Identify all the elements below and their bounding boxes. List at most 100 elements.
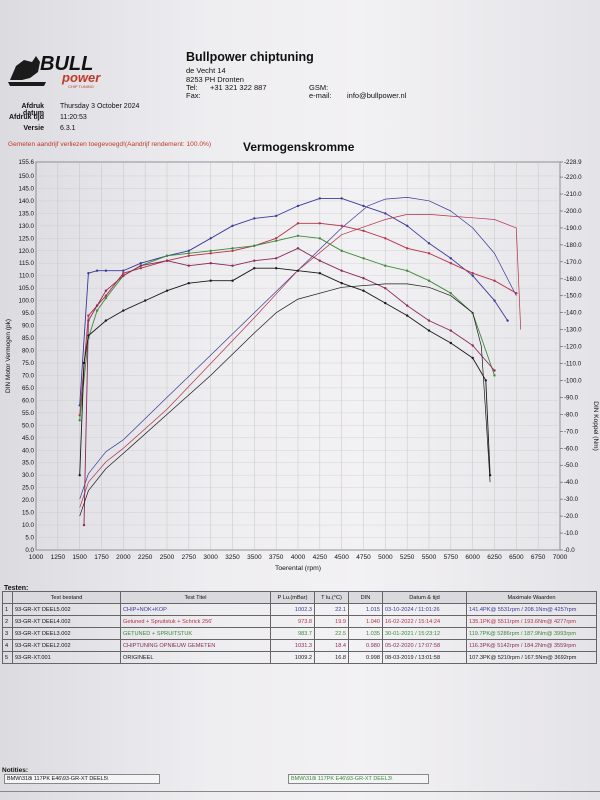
x-tick-label: 6000: [465, 554, 480, 561]
table-cell-p: 983.7: [270, 627, 315, 640]
table-row: 5 93-GR-XT.001 ORIGINEEL 1009.2 16.8 0.998 08-…: [2, 651, 597, 664]
y-left-tick-label: 5.0: [25, 535, 34, 542]
data-point: [104, 289, 108, 292]
data-point: [506, 319, 509, 322]
table-cell-file: 93-GR-XT DEEL5.002: [12, 603, 121, 616]
data-point: [95, 309, 99, 312]
data-point: [318, 272, 321, 275]
col-max: Maximale Waarden: [466, 591, 597, 604]
data-point: [362, 204, 365, 208]
print-date-label: Afdruk datum: [21, 103, 44, 117]
data-point: [449, 292, 452, 295]
data-point: [484, 379, 487, 382]
data-point: [231, 247, 234, 250]
data-point: [471, 274, 474, 277]
table-cell-max: 141.4PK@ 5531rpm / 208.1Nm@ 4257rpm: [466, 603, 597, 616]
y-right-tick-label: -50.0: [564, 462, 579, 469]
data-point: [87, 319, 90, 322]
x-tick-label: 3250: [225, 554, 240, 561]
data-point: [340, 224, 343, 227]
table-cell-t: 22.5: [314, 627, 349, 640]
table-cell-n: 3: [2, 627, 13, 640]
y-left-tick-label: 10.0: [22, 522, 35, 529]
data-point: [104, 269, 108, 272]
data-point: [231, 249, 234, 252]
gsm-label: GSM:: [309, 83, 329, 92]
y-left-tick-label: 115.0: [19, 260, 35, 267]
y-left-tick-label: 125.0: [19, 235, 35, 242]
y-left-tick-label: 150.0: [19, 173, 35, 180]
y-right-tick-label: -170.0: [564, 259, 582, 266]
data-point: [493, 279, 496, 282]
table-cell-date: 03-10-2024 / 11:01:26: [382, 603, 467, 616]
data-point: [165, 289, 169, 292]
data-point: [187, 254, 190, 257]
y-right-tick-label: -10.0: [564, 530, 579, 537]
table-cell-date: 16-02-2022 / 15:14:24: [382, 615, 467, 628]
version-value: 6.3.1: [60, 125, 76, 132]
power-curve-chart: 1000 1250 1500 1750 2000 2250 2500 2750 3000 3250…: [5, 159, 599, 572]
logo-word-bull: BULL: [40, 53, 93, 75]
y-right-tick-label: -180.0: [564, 242, 582, 249]
print-time-value: 11:20:53: [60, 114, 87, 121]
y-right-tick-label: -30.0: [564, 496, 579, 503]
y-right-tick-label: -140.0: [564, 310, 582, 317]
x-axis-label: Toerental (rpm): [275, 565, 321, 572]
data-point: [471, 344, 474, 347]
data-point: [139, 262, 142, 265]
chart-title: Vermogenskromme: [243, 140, 355, 154]
data-point: [340, 249, 343, 252]
data-point: [406, 224, 409, 227]
y-left-tick-label: 120.0: [19, 248, 35, 255]
data-point: [318, 237, 321, 240]
table-cell-title: CHIP+NOK+KOP: [120, 603, 271, 616]
y-left-tick-label: 0.0: [25, 547, 34, 554]
table-cell-n: 1: [2, 603, 13, 616]
y-left-tick-label: 105.0: [19, 285, 35, 292]
data-point: [187, 252, 190, 255]
data-point: [187, 249, 190, 252]
y-left-tick-label: 40.0: [22, 447, 35, 454]
y-right-tick-label: -20.0: [564, 513, 579, 520]
y-left-tick-label: 130.0: [19, 223, 35, 230]
data-point: [384, 237, 387, 240]
x-tick-label: 4000: [291, 554, 306, 561]
table-cell-din: 0.998: [348, 651, 383, 664]
table-cell-p: 1031.3: [270, 639, 315, 652]
data-point: [427, 329, 431, 332]
fax-label: Fax:: [186, 91, 201, 100]
table-cell-p: 973.8: [270, 615, 315, 628]
data-point: [362, 229, 365, 232]
table-cell-din: 1.035: [348, 627, 383, 640]
y-left-tick-label: 25.0: [22, 485, 35, 492]
y-left-tick-label: 135.0: [19, 210, 35, 217]
tel-value: +31 321 322 887: [210, 83, 267, 92]
chart-series: [78, 197, 522, 527]
data-point: [139, 267, 142, 270]
data-point: [340, 197, 343, 200]
y-left-tick-label: 145.0: [19, 185, 35, 192]
notes-title: Notities:: [2, 767, 28, 774]
data-point: [78, 474, 81, 477]
y-right-axis-label: DIN Koppel (Nm): [592, 401, 599, 450]
data-point: [449, 257, 452, 260]
note-left: BMW\318i 117PK E46\93-GR-XT DEEL5\: [4, 774, 160, 784]
y-left-tick-label: 140.0: [19, 198, 35, 205]
tests-table: Test bestand Test Titel P Lu.(mBar) T lu…: [2, 591, 597, 664]
table-cell-file: 93-GR-XT DEEL3.002: [12, 627, 121, 640]
table-row: 4 93-GR-XT DEEL2.002 CHIPTUNING OPNIEUW GE…: [2, 639, 597, 652]
data-point: [275, 257, 278, 260]
data-point: [362, 289, 365, 292]
y-left-tick-label: 20.0: [22, 497, 35, 504]
series-line-torque-7: [79, 283, 491, 517]
data-point: [406, 304, 409, 307]
data-point: [122, 309, 125, 312]
x-tick-label: 4250: [313, 554, 328, 561]
data-point: [122, 274, 125, 277]
data-point: [122, 272, 125, 275]
data-point: [427, 242, 431, 245]
y-right-tick-label: -110.0: [564, 361, 582, 368]
data-point: [340, 269, 343, 272]
data-point: [515, 292, 518, 295]
